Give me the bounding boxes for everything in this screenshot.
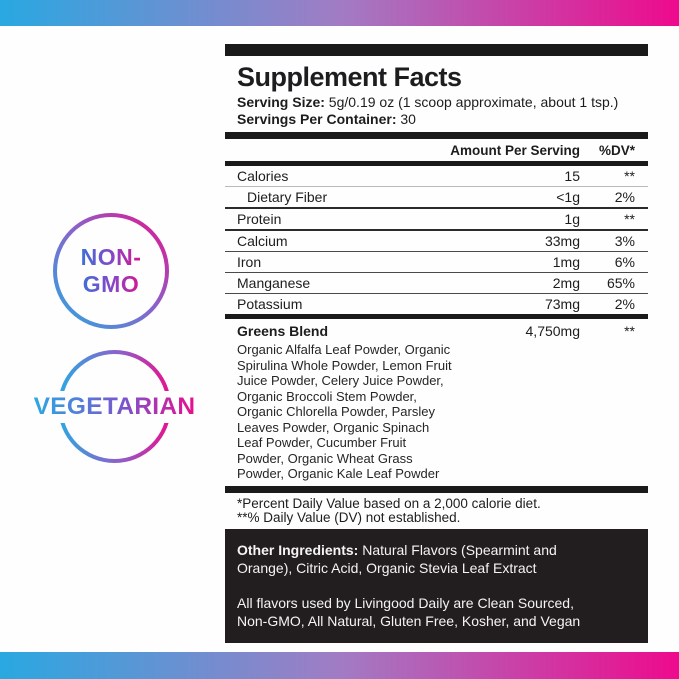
other-ingredients-text: Natural Flavors (Spearmint and Orange), …: [237, 542, 557, 576]
nutrient-name: Calories: [237, 168, 289, 184]
table-row: Iron 1mg 6%: [225, 251, 648, 272]
footnotes: *Percent Daily Value based on a 2,000 ca…: [237, 495, 648, 527]
divider-medium: [225, 314, 648, 319]
nutrient-dv: 65%: [606, 275, 635, 291]
table-row: Protein 1g **: [225, 207, 648, 229]
nutrient-name: Protein: [237, 211, 282, 227]
flavors-note: All flavors used by Livingood Daily are …: [237, 595, 581, 629]
nutrient-amount: 1mg: [552, 254, 580, 270]
divider-medium: [225, 161, 648, 166]
divider-thick: [225, 485, 648, 493]
other-ingredients-box: Other Ingredients: Natural Flavors (Spea…: [225, 529, 648, 644]
greens-blend-name: Greens Blend: [237, 323, 329, 339]
nutrient-amount: 73mg: [544, 296, 580, 312]
table-row: Calories 15 **: [225, 166, 648, 186]
nutrient-name: Manganese: [237, 275, 311, 291]
amount-header: Amount Per Serving: [450, 142, 580, 158]
nutrient-dv: 2%: [614, 189, 635, 205]
nutrient-name: Calcium: [237, 233, 288, 249]
table-row: Calcium 33mg 3%: [225, 229, 648, 251]
nutrient-name: Potassium: [237, 296, 303, 312]
panel-top-bar: [225, 44, 648, 56]
table-header-row: Amount Per Serving %DV*: [225, 139, 648, 161]
other-ingredients-label: Other Ingredients:: [237, 542, 359, 559]
nutrient-amount: 1g: [564, 211, 580, 227]
greens-blend-row: Greens Blend 4,750mg **: [225, 323, 648, 339]
greens-blend-amount: 4,750mg: [525, 323, 580, 339]
nutrient-dv: **: [624, 211, 635, 227]
table-row: Manganese 2mg 65%: [225, 272, 648, 293]
nutrient-amount: <1g: [556, 189, 580, 205]
non-gmo-badge: NON- GMO: [53, 213, 169, 329]
other-ingredients-paragraph: Other Ingredients: Natural Flavors (Spea…: [237, 542, 638, 577]
vegetarian-badge: VEGETARIAN: [30, 350, 199, 463]
servings-value: 30: [396, 111, 416, 127]
divider-thick: [225, 132, 648, 139]
nutrient-table: Calories 15 ** Dietary Fiber <1g 2% Protein 1g *…: [225, 166, 648, 314]
nutrient-amount: 15: [564, 168, 580, 184]
nutrient-dv: 2%: [614, 296, 635, 312]
table-row: Potassium 73mg 2%: [225, 293, 648, 314]
footnote-dv-not-established: **% Daily Value (DV) not established.: [237, 510, 461, 526]
nutrient-name: Iron: [237, 254, 262, 270]
nutrient-dv: 3%: [614, 233, 635, 249]
dv-header: %DV*: [598, 142, 635, 158]
table-row: Dietary Fiber <1g 2%: [225, 186, 648, 207]
greens-blend-dv: **: [624, 323, 635, 339]
non-gmo-ring-icon: NON- GMO: [53, 213, 169, 329]
nutrient-amount: 2mg: [552, 275, 580, 291]
vegetarian-label: VEGETARIAN: [30, 390, 199, 423]
supplement-facts-panel: Supplement Facts Serving Size: 5g/0.19 o…: [225, 44, 648, 644]
servings-label: Servings Per Container:: [237, 111, 397, 127]
serving-size-line: Serving Size: 5g/0.19 oz (1 scoop approx…: [237, 94, 648, 111]
nutrient-dv: 6%: [614, 254, 635, 270]
non-gmo-label: NON- GMO: [80, 244, 142, 297]
nutrient-name: Dietary Fiber: [247, 189, 328, 205]
nutrient-amount: 33mg: [544, 233, 580, 249]
greens-blend-ingredients: Organic Alfalfa Leaf Powder, Organic Spi…: [237, 342, 452, 481]
footnote-daily-value: *Percent Daily Value based on a 2,000 ca…: [237, 495, 541, 511]
top-gradient-border: [0, 0, 679, 26]
serving-size-label: Serving Size:: [237, 94, 325, 110]
panel-title: Supplement Facts: [237, 62, 462, 92]
servings-per-container-line: Servings Per Container: 30: [237, 111, 648, 128]
serving-size-value: 5g/0.19 oz (1 scoop approximate, about 1…: [324, 94, 619, 110]
nutrient-dv: **: [624, 168, 635, 184]
bottom-gradient-border: [0, 652, 679, 679]
